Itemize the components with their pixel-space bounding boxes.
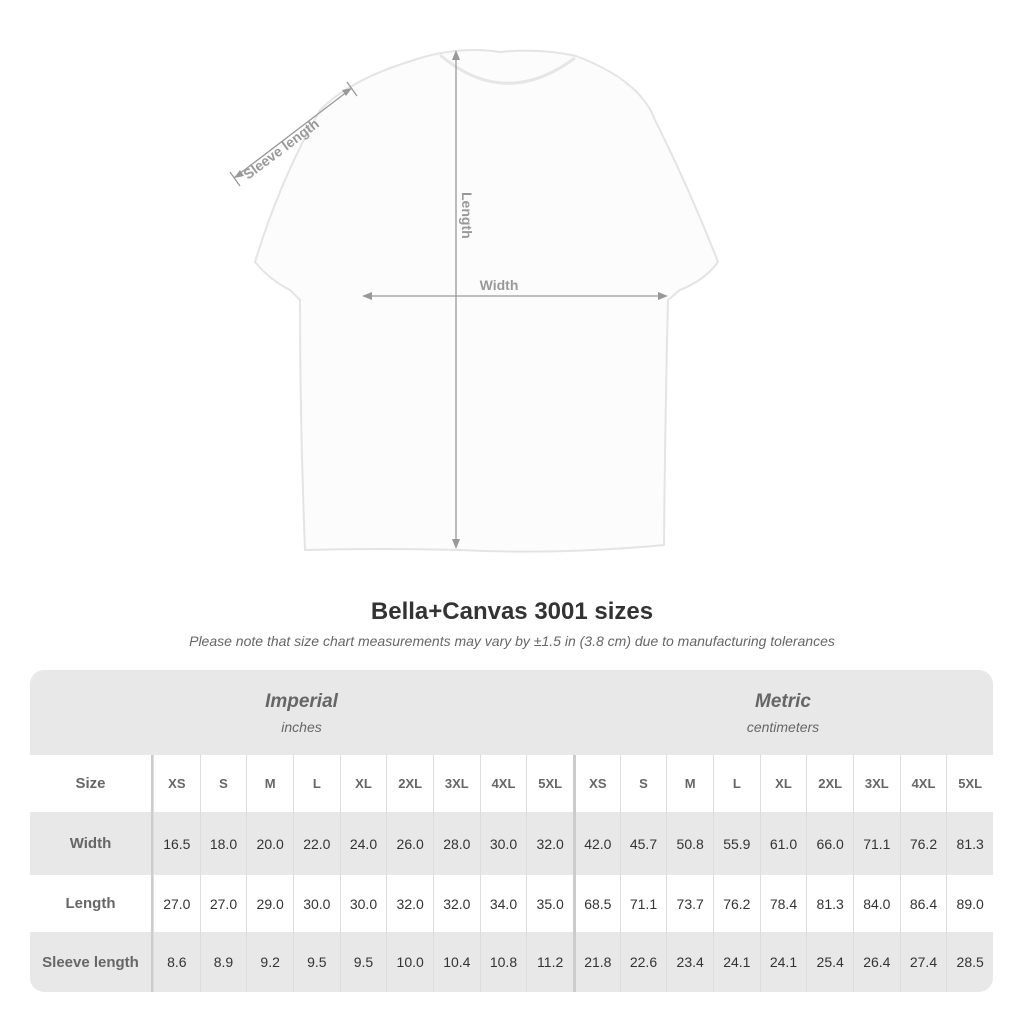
table-cell: 24.1 bbox=[759, 932, 807, 992]
metric-unit: centimeters bbox=[746, 718, 820, 735]
table-cell: 26.0 bbox=[386, 812, 433, 875]
table-cell: 55.9 bbox=[713, 812, 760, 875]
size-header-cell: 3XL bbox=[853, 755, 900, 812]
table-cell: 8.6 bbox=[153, 932, 200, 992]
table-cell: 32.0 bbox=[433, 875, 480, 932]
size-header-cell: M bbox=[666, 755, 713, 812]
table-cell: 42.0 bbox=[573, 812, 620, 875]
size-header-cell: L bbox=[713, 755, 760, 812]
table-cell: 22.0 bbox=[293, 812, 340, 875]
table-cell: 61.0 bbox=[759, 812, 807, 875]
table-cell: 27.0 bbox=[153, 875, 200, 932]
table-cell: 24.1 bbox=[713, 932, 760, 992]
table-cell: 26.4 bbox=[853, 932, 900, 992]
table-cell: 71.1 bbox=[619, 875, 667, 932]
table-cell: 8.9 bbox=[199, 932, 247, 992]
size-header-cell: 4XL bbox=[899, 755, 947, 812]
table-cell: 32.0 bbox=[386, 875, 433, 932]
row-label: Width bbox=[30, 812, 153, 875]
table-cell: 9.5 bbox=[293, 932, 340, 992]
table-cell: 81.3 bbox=[806, 875, 853, 932]
table-cell: 10.8 bbox=[479, 932, 527, 992]
sleeve-measure-line bbox=[233, 87, 353, 179]
table-cell: 68.5 bbox=[573, 875, 620, 932]
imperial-header: Imperial inches bbox=[30, 670, 573, 755]
table-cell: 24.0 bbox=[339, 812, 387, 875]
table-cell: 78.4 bbox=[759, 875, 807, 932]
size-header-cell: L bbox=[293, 755, 340, 812]
table-cell: 18.0 bbox=[199, 812, 247, 875]
size-header-cell: S bbox=[619, 755, 667, 812]
table-cell: 23.4 bbox=[666, 932, 713, 992]
size-header-cell: XL bbox=[339, 755, 387, 812]
size-header-cell: 5XL bbox=[946, 755, 993, 812]
width-label: Width bbox=[480, 277, 519, 293]
metric-title: Metric bbox=[755, 690, 811, 712]
table-cell: 86.4 bbox=[899, 875, 947, 932]
table-cell: 11.2 bbox=[526, 932, 573, 992]
size-header-cell: 5XL bbox=[526, 755, 573, 812]
table-cell: 28.0 bbox=[433, 812, 480, 875]
tshirt-shape bbox=[253, 48, 720, 553]
table-cell: 27.0 bbox=[199, 875, 247, 932]
table-cell: 9.2 bbox=[246, 932, 293, 992]
table-cell: 28.5 bbox=[946, 932, 993, 992]
table-cell: 10.0 bbox=[386, 932, 433, 992]
imperial-unit: inches bbox=[281, 718, 322, 735]
tolerance-note: Please note that size chart measurements… bbox=[189, 633, 835, 649]
table-cell: 22.6 bbox=[619, 932, 667, 992]
table-cell: 27.4 bbox=[899, 932, 947, 992]
tshirt-collar bbox=[439, 53, 576, 85]
table-cell: 81.3 bbox=[946, 812, 993, 875]
size-header-cell: M bbox=[246, 755, 293, 812]
table-cell: 30.0 bbox=[339, 875, 387, 932]
table-cell: 32.0 bbox=[526, 812, 573, 875]
table-cell: 71.1 bbox=[853, 812, 900, 875]
size-header-cell: XS bbox=[573, 755, 620, 812]
table-cell: 10.4 bbox=[433, 932, 480, 992]
size-row-label: Size bbox=[30, 755, 153, 812]
size-header-cell: XL bbox=[759, 755, 807, 812]
table-cell: 76.2 bbox=[713, 875, 760, 932]
table-cell: 73.7 bbox=[666, 875, 713, 932]
length-label: Length bbox=[459, 192, 475, 239]
tshirt-diagram: Sleeve length Length Width bbox=[229, 48, 720, 553]
table-cell: 29.0 bbox=[246, 875, 293, 932]
chart-title: Bella+Canvas 3001 sizes bbox=[370, 598, 654, 625]
table-cell: 21.8 bbox=[573, 932, 620, 992]
table-cell: 66.0 bbox=[806, 812, 853, 875]
table-cell: 35.0 bbox=[526, 875, 573, 932]
size-header-cell: 3XL bbox=[433, 755, 480, 812]
table-cell: 30.0 bbox=[293, 875, 340, 932]
size-table: Imperial inches Metric centimeters Size X… bbox=[30, 670, 993, 992]
table-cell: 50.8 bbox=[666, 812, 713, 875]
size-header-cell: 2XL bbox=[386, 755, 433, 812]
table-cell: 9.5 bbox=[339, 932, 387, 992]
row-label: Length bbox=[30, 875, 153, 932]
table-cell: 20.0 bbox=[246, 812, 293, 875]
table-cell: 45.7 bbox=[619, 812, 667, 875]
table-cell: 30.0 bbox=[479, 812, 527, 875]
metric-header: Metric centimeters bbox=[573, 670, 993, 755]
size-header-cell: 4XL bbox=[479, 755, 527, 812]
table-cell: 16.5 bbox=[153, 812, 200, 875]
size-header-cell: XS bbox=[153, 755, 200, 812]
table-cell: 76.2 bbox=[899, 812, 947, 875]
row-label: Sleeve length bbox=[30, 932, 153, 992]
size-header-cell: 2XL bbox=[806, 755, 853, 812]
size-header-cell: S bbox=[199, 755, 247, 812]
imperial-title: Imperial bbox=[265, 690, 338, 712]
table-cell: 34.0 bbox=[479, 875, 527, 932]
table-cell: 25.4 bbox=[806, 932, 853, 992]
table-cell: 89.0 bbox=[946, 875, 993, 932]
table-cell: 84.0 bbox=[853, 875, 900, 932]
